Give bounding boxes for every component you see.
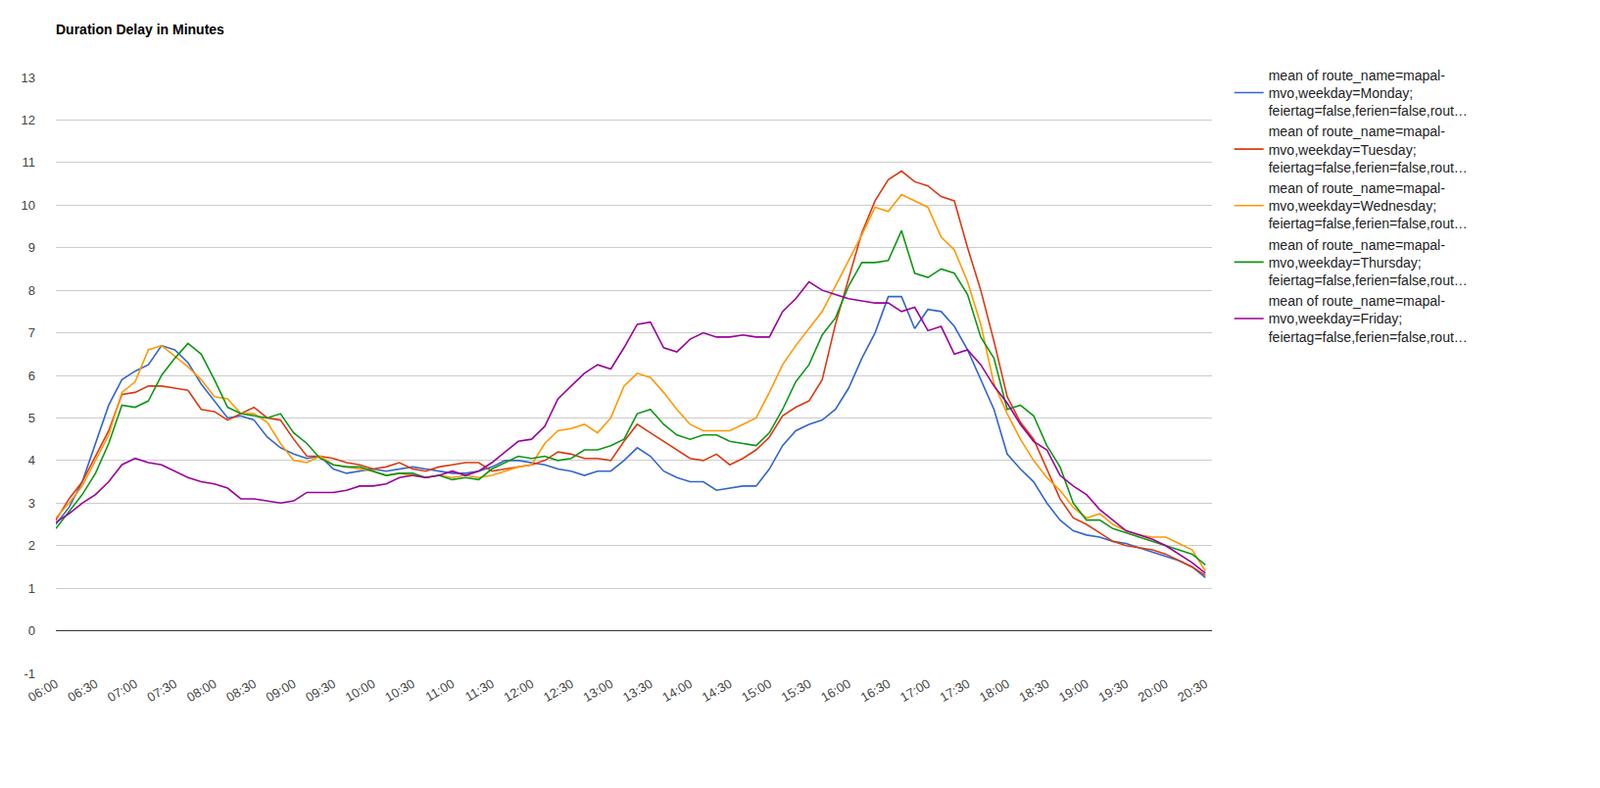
svg-text:17:30: 17:30 bbox=[937, 676, 973, 705]
svg-text:12:30: 12:30 bbox=[540, 676, 577, 705]
svg-text:2: 2 bbox=[28, 537, 36, 553]
svg-text:5: 5 bbox=[28, 410, 36, 426]
svg-text:07:00: 07:00 bbox=[104, 676, 141, 705]
svg-text:7: 7 bbox=[28, 325, 36, 340]
svg-text:-1: -1 bbox=[23, 666, 36, 681]
svg-text:1: 1 bbox=[28, 581, 36, 596]
svg-text:10:30: 10:30 bbox=[382, 676, 418, 705]
svg-text:14:30: 14:30 bbox=[699, 676, 735, 705]
svg-text:13: 13 bbox=[21, 70, 36, 86]
svg-text:4: 4 bbox=[28, 452, 36, 468]
svg-text:mean of route_name=mapal-mvo,w: mean of route_name=mapal-mvo,weekday=Wed… bbox=[1268, 180, 1468, 232]
svg-text:mean of route_name=mapal-mvo,w: mean of route_name=mapal-mvo,weekday=Fri… bbox=[1268, 292, 1468, 344]
svg-text:20:00: 20:00 bbox=[1135, 676, 1171, 705]
svg-text:17:00: 17:00 bbox=[897, 676, 933, 705]
svg-text:08:00: 08:00 bbox=[184, 676, 220, 705]
svg-text:10: 10 bbox=[21, 197, 36, 213]
svg-text:14:00: 14:00 bbox=[659, 676, 695, 705]
svg-text:mean of route_name=mapal-mvo,w: mean of route_name=mapal-mvo,weekday=Mon… bbox=[1268, 67, 1468, 119]
svg-text:19:30: 19:30 bbox=[1095, 676, 1131, 705]
svg-text:3: 3 bbox=[28, 495, 36, 511]
svg-text:20:30: 20:30 bbox=[1174, 676, 1211, 705]
svg-text:19:00: 19:00 bbox=[1056, 676, 1092, 705]
svg-text:16:00: 16:00 bbox=[818, 676, 854, 705]
svg-text:15:00: 15:00 bbox=[738, 676, 775, 705]
svg-text:13:00: 13:00 bbox=[580, 676, 616, 705]
svg-text:8: 8 bbox=[28, 283, 36, 298]
svg-text:mean of route_name=mapal-mvo,w: mean of route_name=mapal-mvo,weekday=Tue… bbox=[1268, 123, 1468, 175]
svg-text:15:30: 15:30 bbox=[778, 676, 815, 705]
svg-text:11:30: 11:30 bbox=[462, 676, 497, 705]
svg-text:18:30: 18:30 bbox=[1016, 676, 1052, 705]
svg-text:16:30: 16:30 bbox=[858, 676, 894, 705]
svg-text:08:30: 08:30 bbox=[223, 676, 259, 705]
svg-text:18:00: 18:00 bbox=[976, 676, 1013, 705]
svg-text:10:00: 10:00 bbox=[342, 676, 379, 705]
svg-text:Duration Delay in Minutes: Duration Delay in Minutes bbox=[55, 21, 225, 38]
svg-text:07:30: 07:30 bbox=[144, 676, 180, 705]
svg-text:12: 12 bbox=[21, 112, 36, 128]
svg-text:6: 6 bbox=[28, 368, 36, 384]
svg-text:0: 0 bbox=[28, 623, 36, 638]
svg-text:09:00: 09:00 bbox=[263, 676, 299, 705]
svg-text:06:00: 06:00 bbox=[25, 676, 61, 705]
svg-text:06:30: 06:30 bbox=[65, 676, 101, 705]
svg-text:mean of route_name=mapal-mvo,w: mean of route_name=mapal-mvo,weekday=Thu… bbox=[1268, 237, 1468, 289]
svg-text:09:30: 09:30 bbox=[302, 676, 339, 705]
svg-text:13:30: 13:30 bbox=[620, 676, 656, 705]
svg-text:11:00: 11:00 bbox=[422, 676, 457, 705]
svg-text:11: 11 bbox=[22, 154, 37, 170]
svg-text:12:00: 12:00 bbox=[501, 676, 537, 705]
svg-text:9: 9 bbox=[28, 240, 36, 255]
